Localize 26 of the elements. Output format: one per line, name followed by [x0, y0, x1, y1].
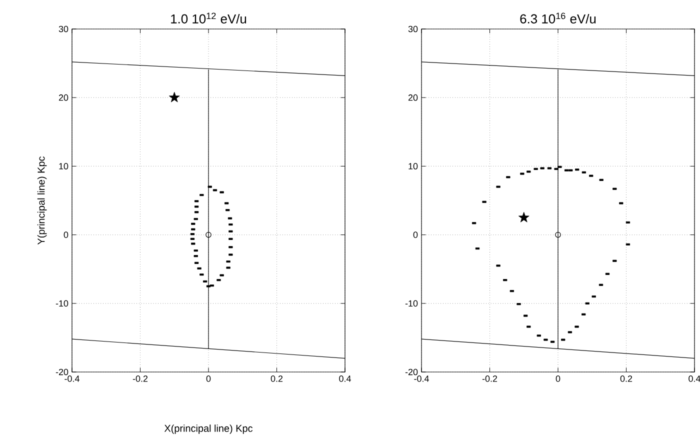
y-tick-label: -10 [405, 300, 418, 307]
y-tick-label: 10 [408, 163, 418, 170]
x-tick-label: 0.2 [620, 376, 632, 382]
x-tick-label: -0.4 [414, 376, 429, 382]
x-tick-label: 0.4 [339, 376, 351, 382]
y-tick-label: 30 [408, 26, 418, 32]
x-tick-label: 0.2 [270, 376, 283, 382]
y-axis-title: Y(principal line) Kpc [37, 156, 47, 245]
x-tick-label: 0 [206, 376, 211, 382]
chart-title: 6.3 10$^{16}$ eV/u [520, 12, 596, 24]
y-tick-label: -20 [405, 368, 418, 376]
y-tick-label: 30 [58, 26, 68, 32]
y-tick-label: -20 [56, 368, 68, 376]
y-tick-label: 0 [413, 232, 418, 238]
x-tick-label: -0.4 [64, 376, 80, 382]
y-tick-label: 20 [58, 94, 68, 101]
chart-title: 1.0 10$^{12}$ eV/u [171, 12, 246, 24]
y-tick-label: 0 [64, 232, 68, 238]
y-tick-label: -10 [56, 300, 68, 307]
x-tick-label: -0.2 [482, 376, 498, 382]
x-tick-label: 0.4 [688, 376, 700, 382]
y-tick-label: 10 [59, 163, 68, 170]
x-tick-label: -0.2 [132, 376, 148, 382]
y-tick-label: 20 [408, 94, 418, 101]
x-axis-title: X(principal line) Kpc [164, 424, 253, 434]
x-tick-label: 0 [556, 376, 560, 382]
